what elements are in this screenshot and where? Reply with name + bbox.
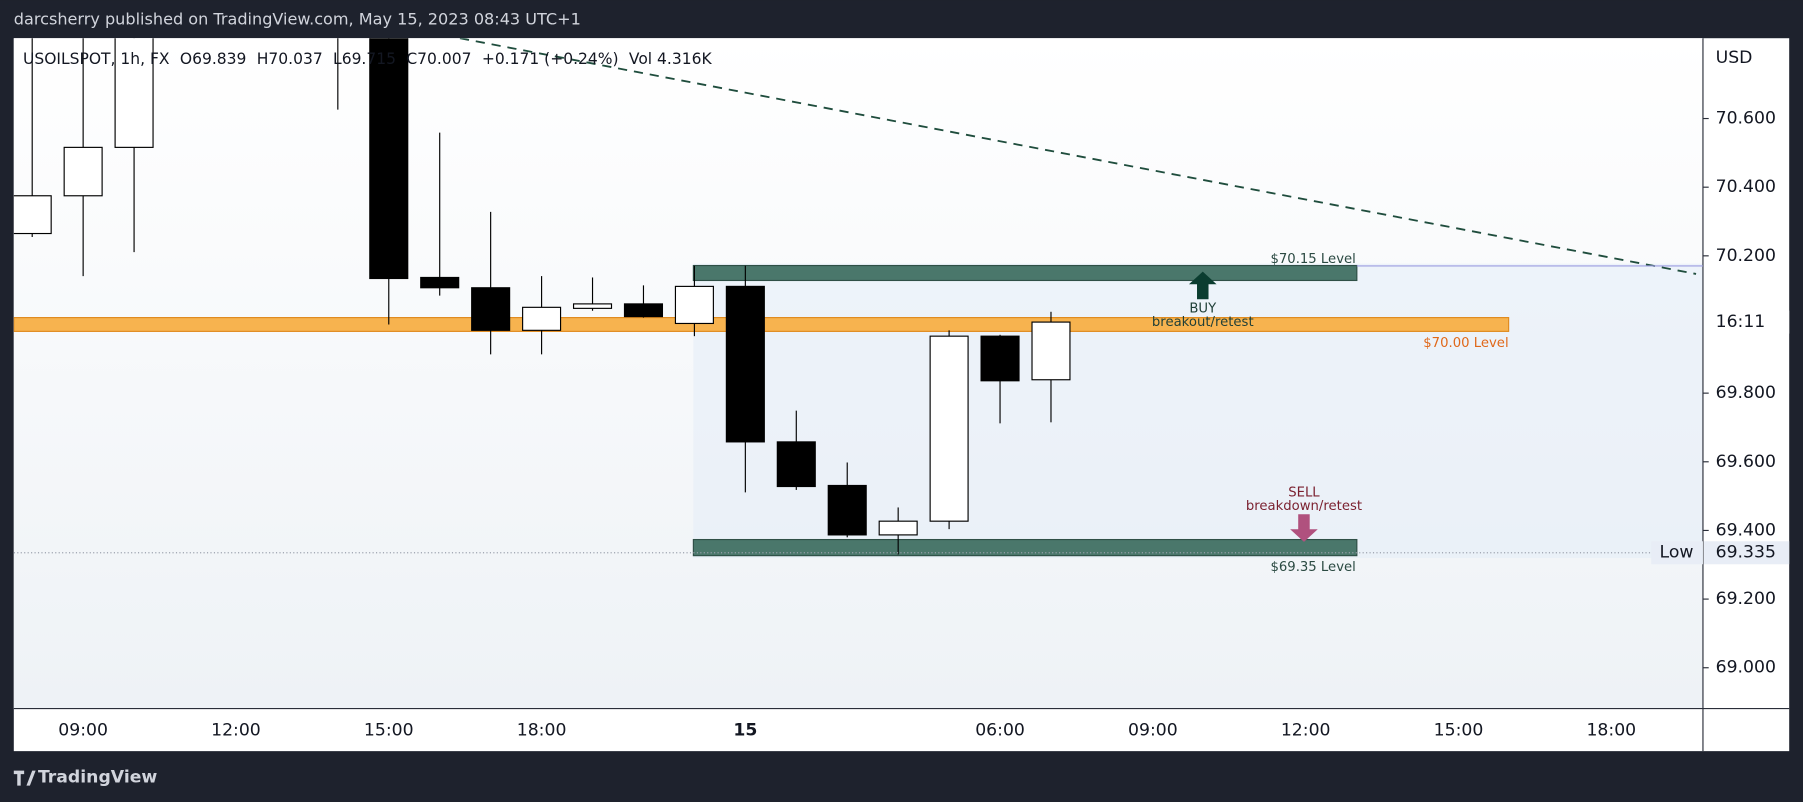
- level-label: $69.35 Level: [1270, 560, 1355, 575]
- x-tick-label: 06:00: [975, 720, 1025, 740]
- y-tick-label: 70.400: [1716, 177, 1776, 197]
- candle-body: [623, 303, 664, 318]
- candle-body: [420, 276, 460, 289]
- legend-item: USOILSPOT, 1h, FX: [23, 49, 170, 67]
- low-label-bg: [1651, 541, 1703, 565]
- x-tick-label: 09:00: [58, 720, 108, 740]
- y-tick-label: 69.400: [1716, 520, 1776, 540]
- level-box: [692, 264, 1358, 282]
- footer-logo: TradingView: [13, 768, 157, 788]
- low-value: 69.335: [1716, 543, 1776, 563]
- sell-arrow: [1290, 514, 1318, 542]
- candle-body: [776, 441, 816, 488]
- buy-subtext: breakout/retest: [1152, 315, 1254, 330]
- x-tick-label: 15:00: [364, 720, 414, 740]
- y-tick-label: 69.600: [1716, 452, 1776, 472]
- level-box: [692, 538, 1358, 557]
- x-tick-label: 12:00: [211, 720, 261, 740]
- last-price-label: 16:11: [1716, 312, 1766, 332]
- legend-item: O69.839: [180, 49, 247, 67]
- publisher-header: darcsherry published on TradingView.com,…: [14, 9, 581, 28]
- x-tick-label: 12:00: [1281, 720, 1331, 740]
- legend-item: C70.007: [406, 49, 471, 67]
- legend-item: L69.715: [333, 49, 396, 67]
- candle-body: [63, 146, 103, 197]
- candle-body: [522, 306, 562, 331]
- overlay: USOILSPOT, 1h, FX O69.839 H70.037 L69.715 C7…: [13, 49, 1790, 740]
- candle-body: [674, 285, 714, 325]
- low-value-bg: [1704, 541, 1790, 565]
- candle-body: [114, 38, 154, 148]
- legend: USOILSPOT, 1h, FX O69.839 H70.037 L69.715 C7…: [23, 49, 712, 67]
- legend-item: H70.037: [257, 49, 323, 67]
- y-tick-label: 70.600: [1716, 109, 1776, 129]
- candle-body: [572, 303, 613, 309]
- candle-body: [929, 335, 969, 522]
- buy-text: BUY: [1189, 301, 1217, 316]
- legend-item: +0.171 (+0.24%): [482, 49, 619, 67]
- level-label: $70.00 Level: [1423, 336, 1508, 351]
- currency-label: USD: [1716, 48, 1753, 68]
- low-label: Low: [1660, 543, 1694, 563]
- candle-body: [827, 484, 867, 536]
- y-tick-label: 69.200: [1716, 589, 1776, 609]
- x-tick-label: 09:00: [1128, 720, 1178, 740]
- trend-line: [459, 38, 1697, 275]
- x-tick-label: 18:00: [517, 720, 567, 740]
- sell-text: SELL: [1288, 485, 1320, 500]
- y-tick-label: 69.000: [1716, 658, 1776, 678]
- candle-body: [725, 285, 765, 443]
- logo-mark: [13, 770, 36, 786]
- x-tick-label: 15: [733, 720, 757, 740]
- last-price-bg: [1704, 310, 1790, 334]
- sell-subtext: breakdown/retest: [1246, 499, 1362, 514]
- buy-arrow: [1188, 271, 1217, 300]
- candle-body: [980, 335, 1020, 382]
- plot: [13, 38, 1510, 557]
- candle-body: [369, 38, 409, 280]
- y-tick-label: 70.200: [1716, 246, 1776, 266]
- candle-body: [878, 520, 918, 536]
- y-tick-label: 69.800: [1716, 383, 1776, 403]
- level-label: $70.15 Level: [1270, 252, 1355, 267]
- candle-body: [1031, 321, 1071, 381]
- footer-brand: TradingView: [38, 768, 157, 788]
- candle-body: [471, 287, 511, 331]
- x-tick-label: 18:00: [1586, 720, 1636, 740]
- legend-item: Vol 4.316K: [629, 49, 713, 67]
- candle-body: [13, 195, 52, 235]
- x-tick-label: 15:00: [1434, 720, 1484, 740]
